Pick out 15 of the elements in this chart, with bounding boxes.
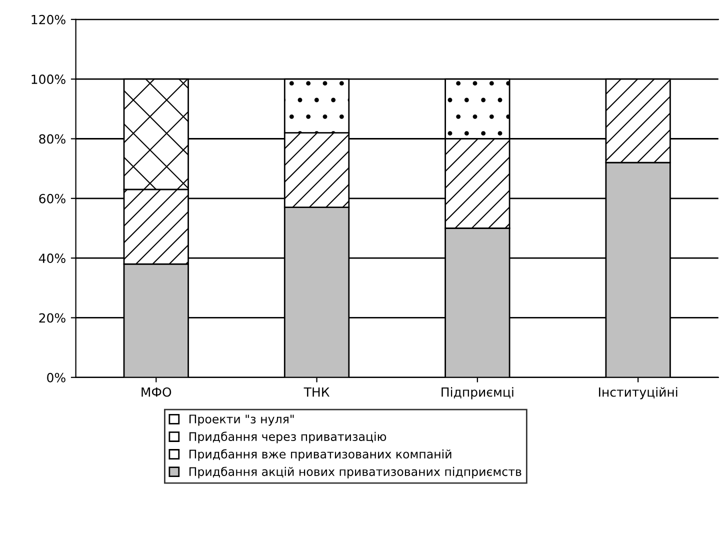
y-tick-label: 40% — [38, 254, 66, 263]
legend-label: Придбання вже приватизованих компаній — [189, 449, 452, 461]
x-tick-label: Інституційні — [599, 387, 678, 400]
x-tick-label: ТНК — [304, 388, 330, 397]
x-tick-label: МФО — [142, 387, 172, 397]
y-tick-label: 120% — [32, 14, 66, 24]
y-tick-label: 20% — [39, 313, 66, 323]
y-tick-label: 80% — [39, 134, 66, 144]
legend-label: Проекти "з нуля" — [189, 414, 294, 426]
y-tick-label: 0% — [47, 372, 66, 382]
x-tick-label: Підприємці — [442, 387, 514, 400]
legend-label: Придбання через приватизацію — [189, 432, 386, 444]
legend-label: Придбання акцій нових приватизованих підприємств — [189, 466, 522, 478]
y-tick-label: 60% — [39, 194, 66, 204]
y-tick-label: 100% — [32, 74, 66, 84]
